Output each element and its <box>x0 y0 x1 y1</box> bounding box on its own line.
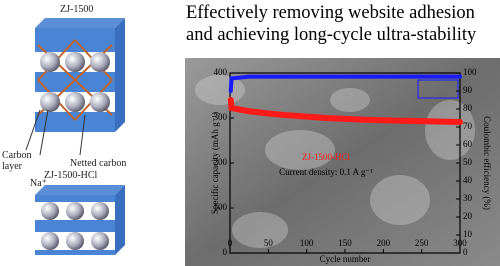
y2-tick-label: 60 <box>463 139 473 149</box>
y2-tick-label: 80 <box>463 103 473 113</box>
y2-axis-label: Coulombic efficiency (%) <box>482 116 492 210</box>
y-tick-label: 0 <box>223 247 228 257</box>
x-tick-label: 200 <box>377 238 391 248</box>
x-axis-label: Cycle number <box>320 254 371 264</box>
y2-tick-label: 10 <box>463 229 473 239</box>
y2-tick-label: 40 <box>463 175 473 185</box>
series-line <box>227 97 463 126</box>
annotation: ZJ-1500-HCl <box>302 152 350 162</box>
y2-tick-label: 90 <box>463 85 473 95</box>
y2-tick-label: 50 <box>463 157 473 167</box>
schematic-label: Netted carbon <box>70 158 127 169</box>
y-tick-label: 200 <box>214 157 228 167</box>
schematic-label: Carbon layer <box>2 150 32 172</box>
y-axis-label: Specific capacity (mAh g⁻¹) <box>210 112 220 214</box>
schematic-bottom <box>35 185 125 255</box>
y-tick-label: 300 <box>214 112 228 122</box>
title: Effectively removing website adhesion an… <box>186 3 477 45</box>
schematic-top <box>25 18 125 156</box>
y-tick-label: 100 <box>214 202 228 212</box>
x-tick-label: 50 <box>264 238 274 248</box>
schematic-label: ZJ-1500-HCl <box>44 170 98 181</box>
schematic-label: Na⁺ <box>30 178 47 189</box>
x-tick-label: 0 <box>228 238 233 248</box>
y2-tick-label: 20 <box>463 211 473 221</box>
sem-texture <box>195 75 475 248</box>
y2-tick-label: 30 <box>463 193 473 203</box>
series-line <box>228 74 462 93</box>
annotation: Current density: 0.1 A g⁻¹ <box>279 167 373 177</box>
x-tick-label: 150 <box>338 238 352 248</box>
sem-image <box>185 58 500 266</box>
y2-tick-label: 0 <box>463 247 468 257</box>
schematic-label: ZJ-1500 <box>60 4 94 15</box>
y2-tick-label: 70 <box>463 121 473 131</box>
x-tick-label: 300 <box>453 238 467 248</box>
inset-box <box>417 79 459 99</box>
y2-tick-label: 100 <box>463 67 477 77</box>
x-tick-label: 250 <box>415 238 429 248</box>
y-tick-label: 400 <box>214 67 228 77</box>
x-tick-label: 100 <box>300 238 314 248</box>
